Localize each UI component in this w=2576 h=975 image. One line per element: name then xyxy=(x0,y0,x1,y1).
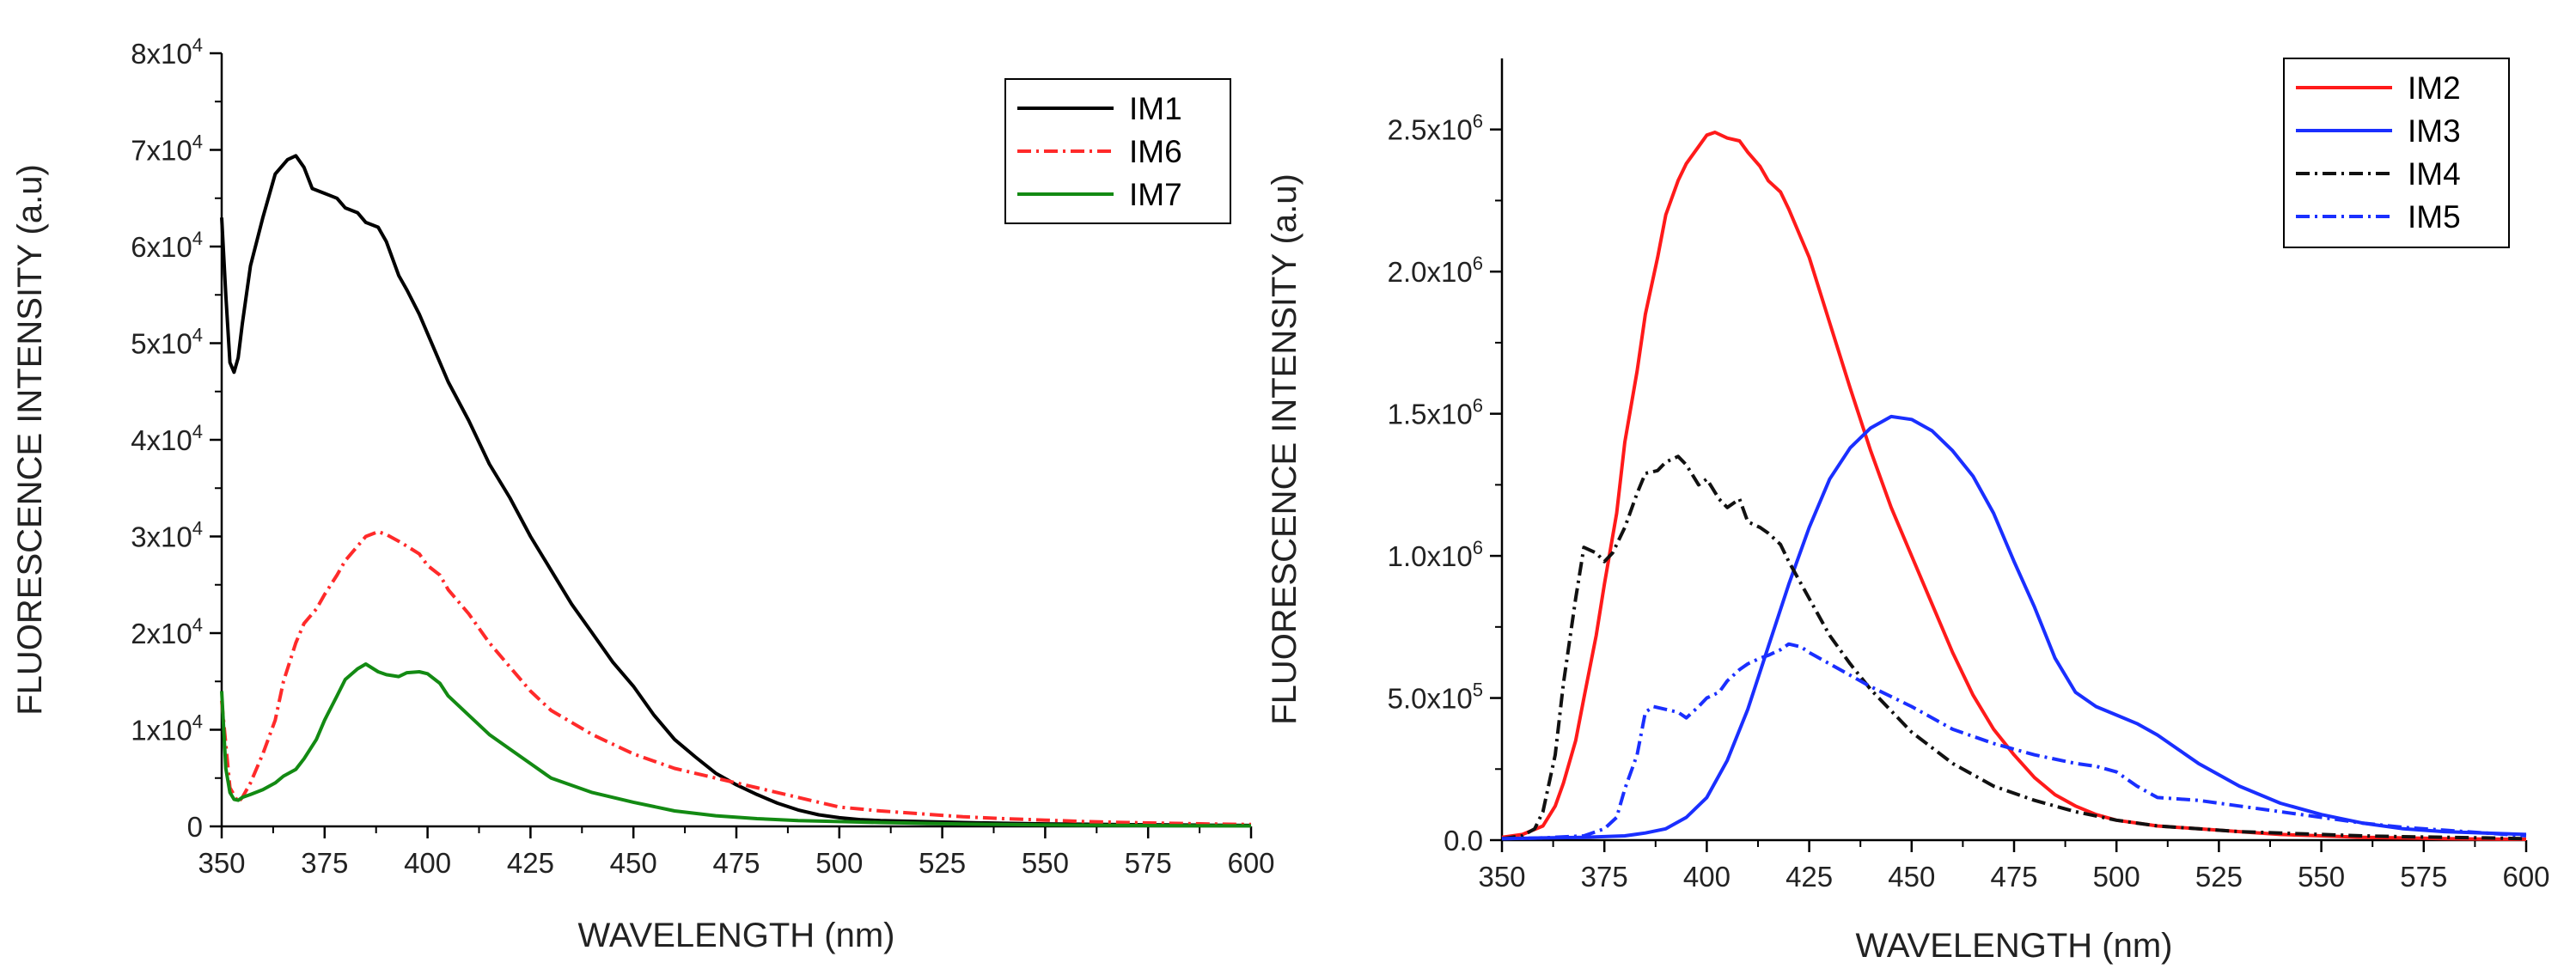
x-tick-label: 375 xyxy=(301,847,348,879)
y-tick-label: 1.5x106 xyxy=(1388,395,1483,430)
y-tick-exponent: 6 xyxy=(1473,111,1483,132)
y-tick-exponent: 6 xyxy=(1473,537,1483,558)
x-tick-label: 600 xyxy=(1227,847,1274,879)
y-tick-exponent: 4 xyxy=(192,518,203,539)
y-tick-label: 5.0x105 xyxy=(1388,679,1483,715)
y-tick-label: 6x104 xyxy=(131,228,203,263)
chart-panel-right: 350 375 400 425 450 475 500 525 550 575 600 0.0 5.0x… xyxy=(1266,58,2550,965)
legend-label-im3: IM3 xyxy=(2408,113,2461,149)
y-tick-exponent: 4 xyxy=(192,325,203,346)
y-tick-base: 8x10 xyxy=(131,38,192,70)
y-tick-exponent: 4 xyxy=(192,228,203,249)
y-tick-label: 1.0x106 xyxy=(1388,537,1483,572)
x-tick-label: 450 xyxy=(1888,861,1935,893)
x-tick-label: 500 xyxy=(815,847,863,879)
y-tick-base: 2.0x10 xyxy=(1388,256,1473,288)
x-axis-title: WAVELENGTH (nm) xyxy=(1856,927,2173,965)
series-line-im3 xyxy=(1501,414,2527,841)
legend-label-im6: IM6 xyxy=(1129,134,1182,169)
series-line-im5 xyxy=(1501,642,2527,841)
legend: IM1 IM6 IM7 xyxy=(1004,78,1231,224)
legend-label-im2: IM2 xyxy=(2408,70,2461,106)
y-tick-label: 5x104 xyxy=(131,325,203,360)
x-tick-label: 450 xyxy=(610,847,657,879)
y-axis-title: FLUORESCENCE INTENSITY (a.u) xyxy=(1266,174,1303,725)
y-tick-label: 3x104 xyxy=(131,518,203,553)
series-line-im7 xyxy=(220,662,1252,828)
x-tick-label: 575 xyxy=(2400,861,2447,893)
legend: IM2 IM3 IM4 IM5 xyxy=(2283,58,2510,248)
series-line-im1 xyxy=(220,154,1252,827)
y-tick-base: 0 xyxy=(187,811,203,843)
x-tick-label: 475 xyxy=(1990,861,2037,893)
legend-box xyxy=(1004,78,1231,224)
y-tick-exponent: 4 xyxy=(192,711,203,733)
chart-panel-left: 350 375 400 425 450 475 500 525 550 575 60001x1042… xyxy=(11,34,1275,954)
y-tick-exponent: 4 xyxy=(192,34,203,56)
y-tick-base: 6x10 xyxy=(131,231,192,263)
y-tick-exponent: 4 xyxy=(192,131,203,153)
y-tick-base: 1.0x10 xyxy=(1388,540,1473,572)
x-tick-label: 575 xyxy=(1125,847,1172,879)
y-tick-base: 4x10 xyxy=(131,424,192,456)
series-line-im6 xyxy=(220,529,1252,826)
x-tick-label: 600 xyxy=(2502,861,2549,893)
y-tick-base: 7x10 xyxy=(131,135,192,167)
y-tick-base: 5.0x10 xyxy=(1388,683,1473,715)
y-tick-label: 4x104 xyxy=(131,421,203,456)
legend-label-im4: IM4 xyxy=(2408,156,2461,192)
y-tick-label: 0 xyxy=(187,811,203,843)
x-tick-label: 350 xyxy=(1478,861,1525,893)
x-tick-label: 500 xyxy=(2093,861,2140,893)
y-tick-base: 3x10 xyxy=(131,521,192,553)
y-tick-exponent: 4 xyxy=(192,421,203,442)
y-tick-base: 0.0 xyxy=(1444,825,1483,856)
x-tick-label: 425 xyxy=(507,847,554,879)
y-tick-exponent: 4 xyxy=(192,614,203,636)
x-tick-label: 425 xyxy=(1785,861,1833,893)
y-tick-exponent: 5 xyxy=(1473,679,1483,701)
legend-label-im5: IM5 xyxy=(2408,199,2461,235)
y-tick-base: 2.5x10 xyxy=(1388,114,1473,146)
y-tick-label: 2x104 xyxy=(131,614,203,649)
y-tick-label: 2.0x106 xyxy=(1388,253,1483,288)
y-axis-title: FLUORESCENCE INTENSITY (a.u) xyxy=(11,164,49,716)
x-tick-label: 375 xyxy=(1581,861,1628,893)
legend-label-im1: IM1 xyxy=(1129,91,1182,126)
y-tick-base: 1.5x10 xyxy=(1388,399,1473,430)
x-tick-label: 400 xyxy=(404,847,451,879)
x-tick-label: 525 xyxy=(2195,861,2243,893)
y-tick-label: 2.5x106 xyxy=(1388,111,1483,146)
x-tick-label: 400 xyxy=(1683,861,1731,893)
x-tick-label: 350 xyxy=(198,847,245,879)
x-axis-title: WAVELENGTH (nm) xyxy=(578,917,895,954)
y-tick-label: 8x104 xyxy=(131,34,203,70)
y-tick-exponent: 6 xyxy=(1473,253,1483,274)
x-tick-label: 550 xyxy=(2298,861,2345,893)
legend-box xyxy=(2283,58,2510,248)
y-tick-base: 2x10 xyxy=(131,618,192,649)
series-line-im4 xyxy=(1501,454,2527,841)
legend-label-im7: IM7 xyxy=(1129,177,1182,212)
y-tick-label: 7x104 xyxy=(131,131,203,167)
y-tick-label: 1x104 xyxy=(131,711,203,746)
y-tick-base: 1x10 xyxy=(131,715,192,746)
x-tick-label: 525 xyxy=(919,847,966,879)
y-tick-base: 5x10 xyxy=(131,328,192,360)
x-tick-label: 475 xyxy=(712,847,760,879)
y-tick-label: 0.0 xyxy=(1444,825,1483,856)
y-tick-exponent: 6 xyxy=(1473,395,1483,417)
x-tick-label: 550 xyxy=(1022,847,1069,879)
